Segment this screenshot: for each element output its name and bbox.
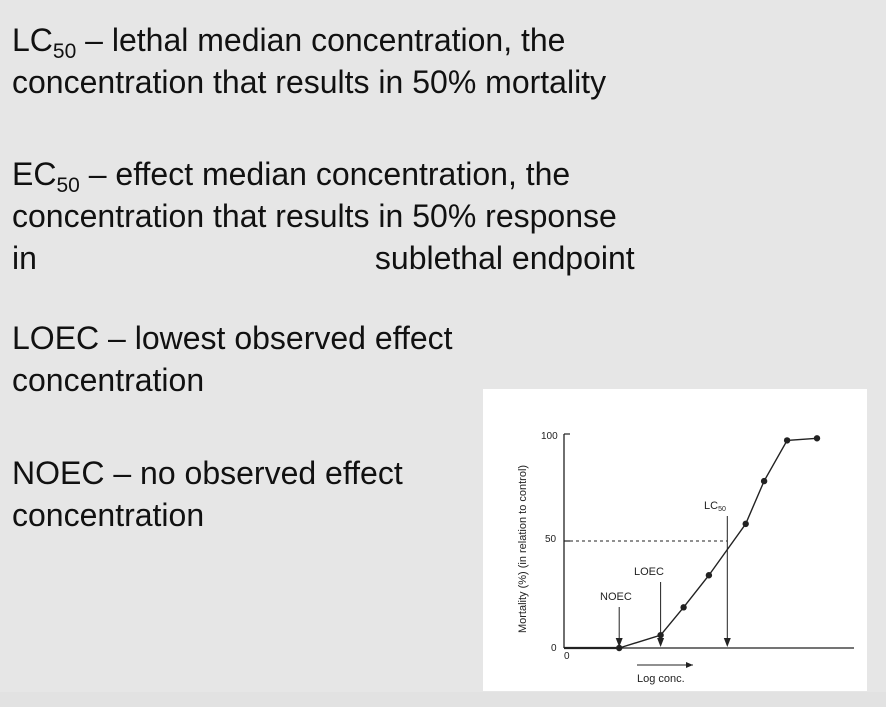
noec-annotation: NOEC: [600, 591, 632, 603]
lc50-line2: concentration that results in 50% mortal…: [12, 64, 607, 100]
ec50-abbr: EC: [12, 156, 57, 192]
lc50-annotation-abbr: LC: [704, 500, 718, 512]
ec50-subscript: 50: [56, 174, 80, 197]
loec-arrowhead: [657, 638, 665, 647]
lc50-definition: LC50 – lethal median concentration, the c…: [12, 19, 606, 103]
x-axis-label: Log conc.: [637, 673, 685, 685]
ec50-definition: EC50 – effect median concentration, the c…: [12, 153, 635, 279]
noec-line2: concentration: [12, 497, 205, 533]
y-axis-label: Mortality (%) (in relation to control): [517, 465, 529, 633]
noec-line1: NOEC – no observed effect: [12, 455, 403, 491]
loec-line2: concentration: [12, 362, 205, 398]
y-tick-50: 50: [545, 534, 557, 545]
dose-response-figure: Mortality (%) (in relation to control) 1…: [483, 389, 867, 691]
ec50-line3b: sublethal endpoint: [374, 240, 635, 276]
x-origin-label: 0: [564, 651, 570, 662]
loec-definition: LOEC – lowest observed effect concentrati…: [12, 317, 453, 401]
ec50-line3a: in: [12, 240, 37, 276]
dose-response-chart: Mortality (%) (in relation to control) 1…: [517, 431, 854, 685]
loec-line1: LOEC – lowest observed effect: [12, 320, 453, 356]
lc50-arrowhead: [723, 638, 731, 647]
lc50-annotation: LC50: [704, 500, 726, 513]
lc50-line1: – lethal median concentration, the: [76, 22, 566, 58]
bottom-strip: [0, 692, 886, 707]
ec50-line1: – effect median concentration, the: [79, 156, 571, 192]
lc50-subscript: 50: [52, 40, 77, 63]
dose-response-curve: [618, 437, 818, 649]
y-tick-100: 100: [541, 431, 558, 442]
noec-definition: NOEC – no observed effect concentration: [12, 452, 403, 536]
lc50-abbr: LC: [12, 22, 53, 58]
ec50-line2: concentration that results in 50% respon…: [12, 198, 617, 234]
y-tick-0: 0: [551, 643, 557, 654]
noec-arrowhead: [615, 638, 623, 647]
loec-annotation: LOEC: [634, 566, 664, 578]
lc50-annotation-sub: 50: [718, 506, 726, 513]
